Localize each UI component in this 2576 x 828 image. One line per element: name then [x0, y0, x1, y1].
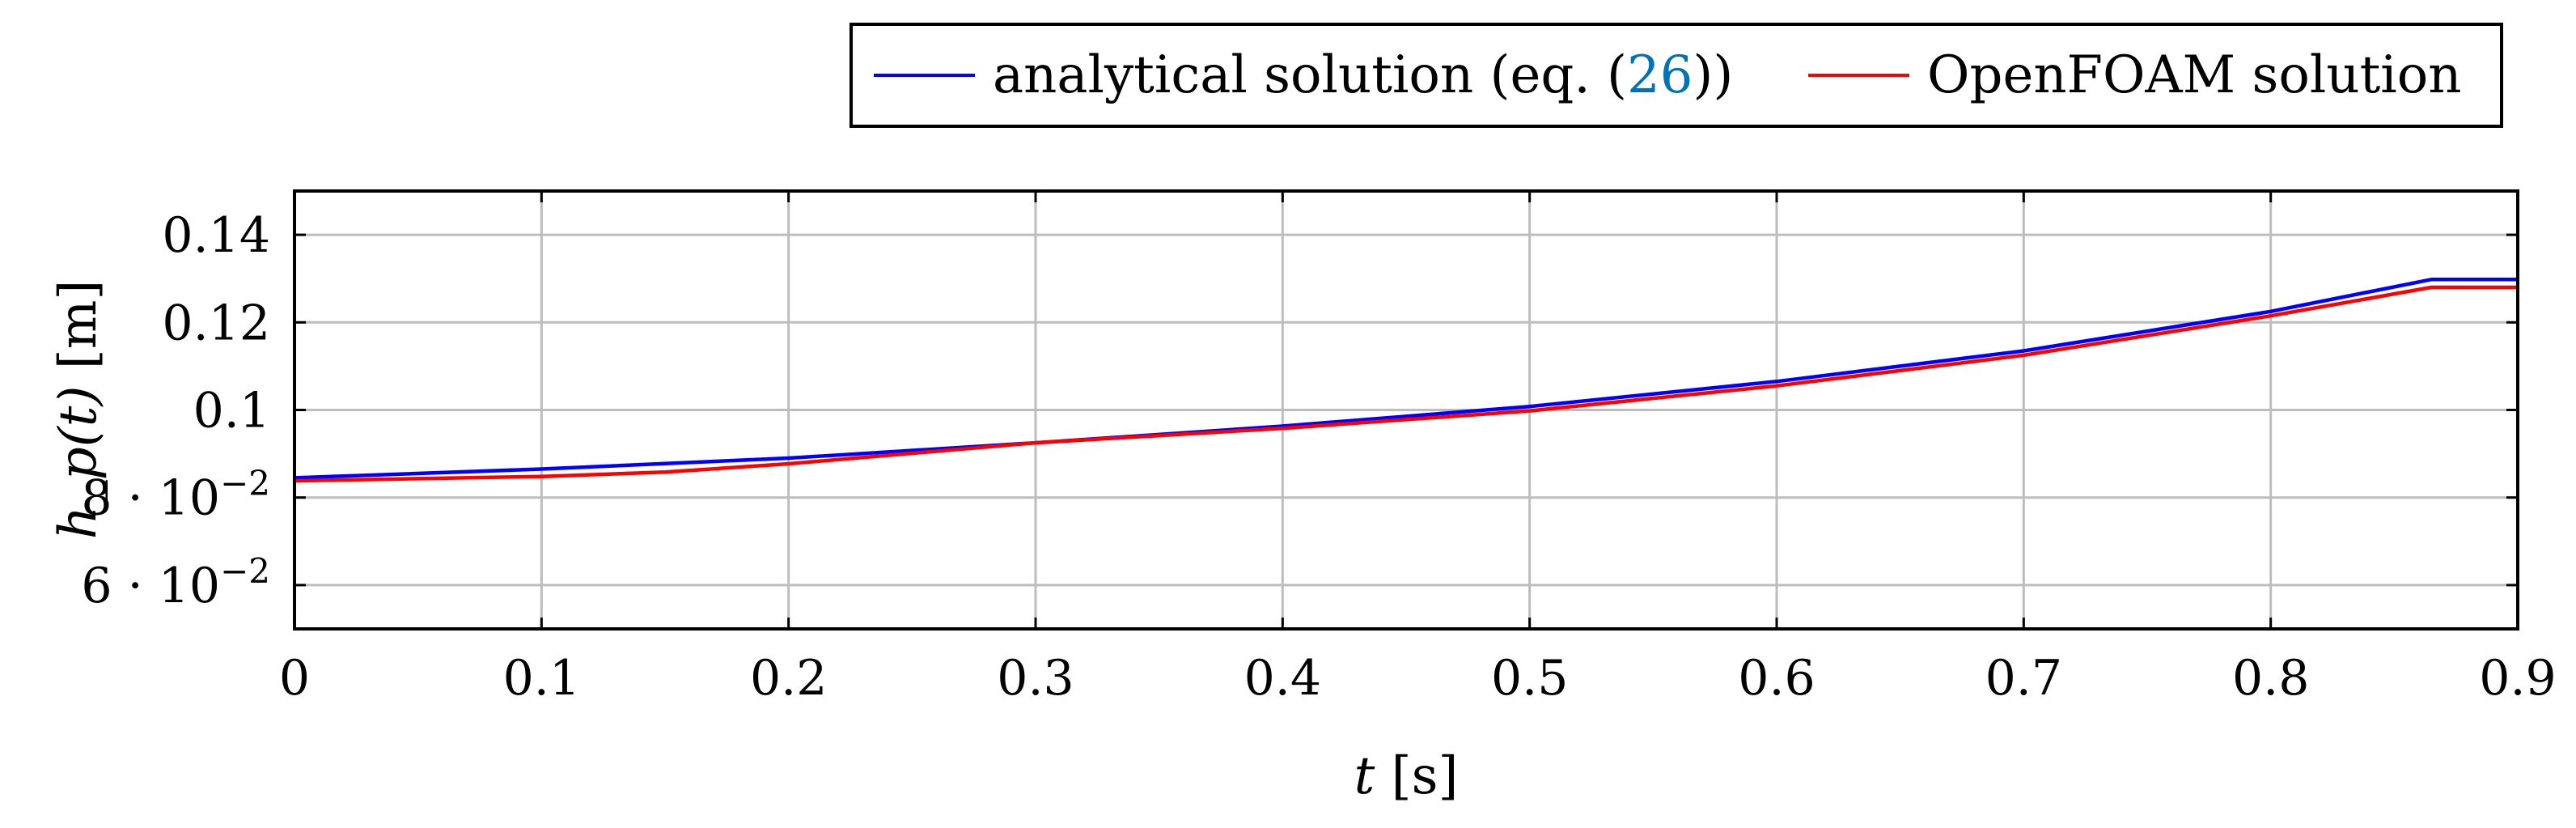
series-group — [294, 278, 2518, 483]
legend-label-openfoam: OpenFOAM solution — [1927, 45, 2462, 105]
y-axis-label: h_p(t) [m] — [49, 280, 108, 540]
legend-label-analytical-part3: )) — [1693, 45, 1733, 105]
y-tick-labels: 6 · 10−2 8 · 10−2 0.1 0.12 0.14 — [81, 207, 270, 614]
y-tick-label: 8 · 10−2 — [81, 463, 270, 527]
y-axis-var: h_p(t) — [49, 386, 108, 540]
series-line-analytical — [294, 278, 2518, 480]
x-axis-unit: [s] — [1375, 746, 1458, 806]
x-tick-label: 0.5 — [1491, 650, 1568, 707]
series-line-openfoam — [294, 285, 2518, 483]
legend-label-analytical-part1: analytical solution (eq. ( — [993, 45, 1627, 105]
x-axis-var: t — [1354, 746, 1375, 806]
x-tick-label: 0.1 — [503, 650, 580, 707]
legend-box — [849, 23, 2503, 128]
x-tick-label: 0.6 — [1738, 650, 1815, 707]
y-axis-unit: [m] — [49, 280, 108, 386]
x-tick-label: 0.2 — [750, 650, 827, 707]
legend: analytical solution (eq. (26)) OpenFOAM … — [849, 23, 2503, 128]
legend-label-analytical: analytical solution (eq. (26)) — [993, 45, 1733, 105]
x-tick-label: 0.4 — [1244, 650, 1321, 707]
grid — [293, 191, 2519, 629]
x-tick-label: 0.9 — [2479, 650, 2556, 707]
plot-frame — [293, 189, 2519, 631]
x-tick-labels: 0 0.1 0.2 0.3 0.4 0.5 0.6 0.7 0.8 0.9 — [279, 650, 2557, 707]
x-tick-label: 0.7 — [1985, 650, 2062, 707]
y-tick-label: 0.14 — [162, 207, 270, 264]
y-tick-label: 0.12 — [162, 295, 270, 351]
x-tick-label: 0 — [279, 650, 310, 707]
x-tick-label: 0.3 — [997, 650, 1074, 707]
legend-ref-link[interactable]: 26 — [1627, 45, 1693, 105]
y-tick-label: 0.1 — [193, 383, 270, 439]
x-axis-label: t [s] — [1354, 746, 1459, 806]
x-tick-label: 0.8 — [2232, 650, 2309, 707]
y-tick-label: 6 · 10−2 — [81, 550, 270, 614]
